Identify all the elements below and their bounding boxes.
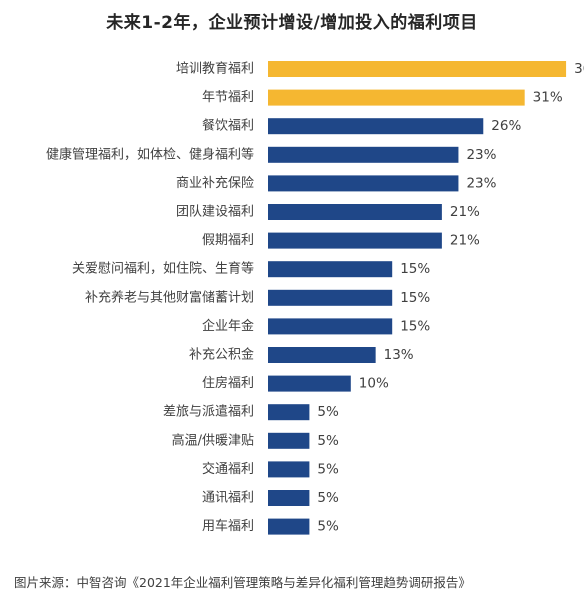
category-label: 补充公积金 <box>189 347 254 363</box>
category-label: 通讯福利 <box>202 491 254 506</box>
category-label: 高温/供暖津贴 <box>172 432 254 448</box>
source-note: 图片来源：中智咨询《2021年企业福利管理策略与差异化福利管理趋势调研报告》 <box>14 575 471 590</box>
bar <box>268 204 442 220</box>
bar <box>268 375 351 392</box>
bar <box>268 318 393 335</box>
bar <box>268 61 567 77</box>
category-label: 团队建设福利 <box>176 205 254 220</box>
value-label: 31% <box>533 90 563 106</box>
value-label: 5% <box>317 519 339 535</box>
category-label: 企业年金 <box>202 318 254 334</box>
value-label: 15% <box>400 290 430 306</box>
value-label: 10% <box>359 376 389 392</box>
value-label: 5% <box>317 404 339 420</box>
bar <box>268 461 310 478</box>
category-label: 餐饮福利 <box>202 118 254 134</box>
value-label: 13% <box>384 347 414 363</box>
category-label: 年节福利 <box>202 90 254 105</box>
category-label: 健康管理福利，如体检、健身福利等 <box>46 146 254 162</box>
value-label: 23% <box>466 175 496 191</box>
category-label: 住房福利 <box>202 375 254 391</box>
bars-group: 培训教育福利 36% 年节福利 31% 餐饮福利 26% 健康管理福利，如体检、健身福利等 2… <box>46 61 584 535</box>
bar <box>268 146 459 163</box>
category-label: 差旅与派遣福利 <box>163 405 254 420</box>
value-label: 5% <box>317 490 339 506</box>
bar <box>268 232 442 249</box>
category-label: 假期福利 <box>202 233 254 248</box>
category-label: 培训教育福利 <box>176 61 254 77</box>
bar <box>268 118 484 135</box>
bar <box>268 261 393 278</box>
value-label: 23% <box>466 147 496 163</box>
value-label: 36% <box>574 61 584 77</box>
bar <box>268 518 310 535</box>
value-label: 5% <box>317 461 339 477</box>
value-label: 15% <box>400 318 430 334</box>
bar <box>268 490 310 506</box>
bar <box>268 175 459 192</box>
value-label: 26% <box>491 118 521 134</box>
bar <box>268 404 310 421</box>
bar <box>268 432 310 449</box>
category-label: 关爱慰问福利，如住院、生育等 <box>72 261 254 277</box>
value-label: 21% <box>450 204 480 220</box>
bar <box>268 347 376 363</box>
chart-title: 未来1-2年，企业预计增设/增加投入的福利项目 <box>106 13 478 33</box>
value-label: 21% <box>450 233 480 249</box>
category-label: 补充养老与其他财富储蓄计划 <box>85 289 254 305</box>
value-label: 15% <box>400 261 430 277</box>
category-label: 交通福利 <box>202 461 254 477</box>
bar <box>268 89 525 106</box>
category-label: 商业补充保险 <box>176 175 254 191</box>
value-label: 5% <box>317 433 339 449</box>
category-label: 用车福利 <box>202 518 254 534</box>
bar <box>268 289 393 306</box>
